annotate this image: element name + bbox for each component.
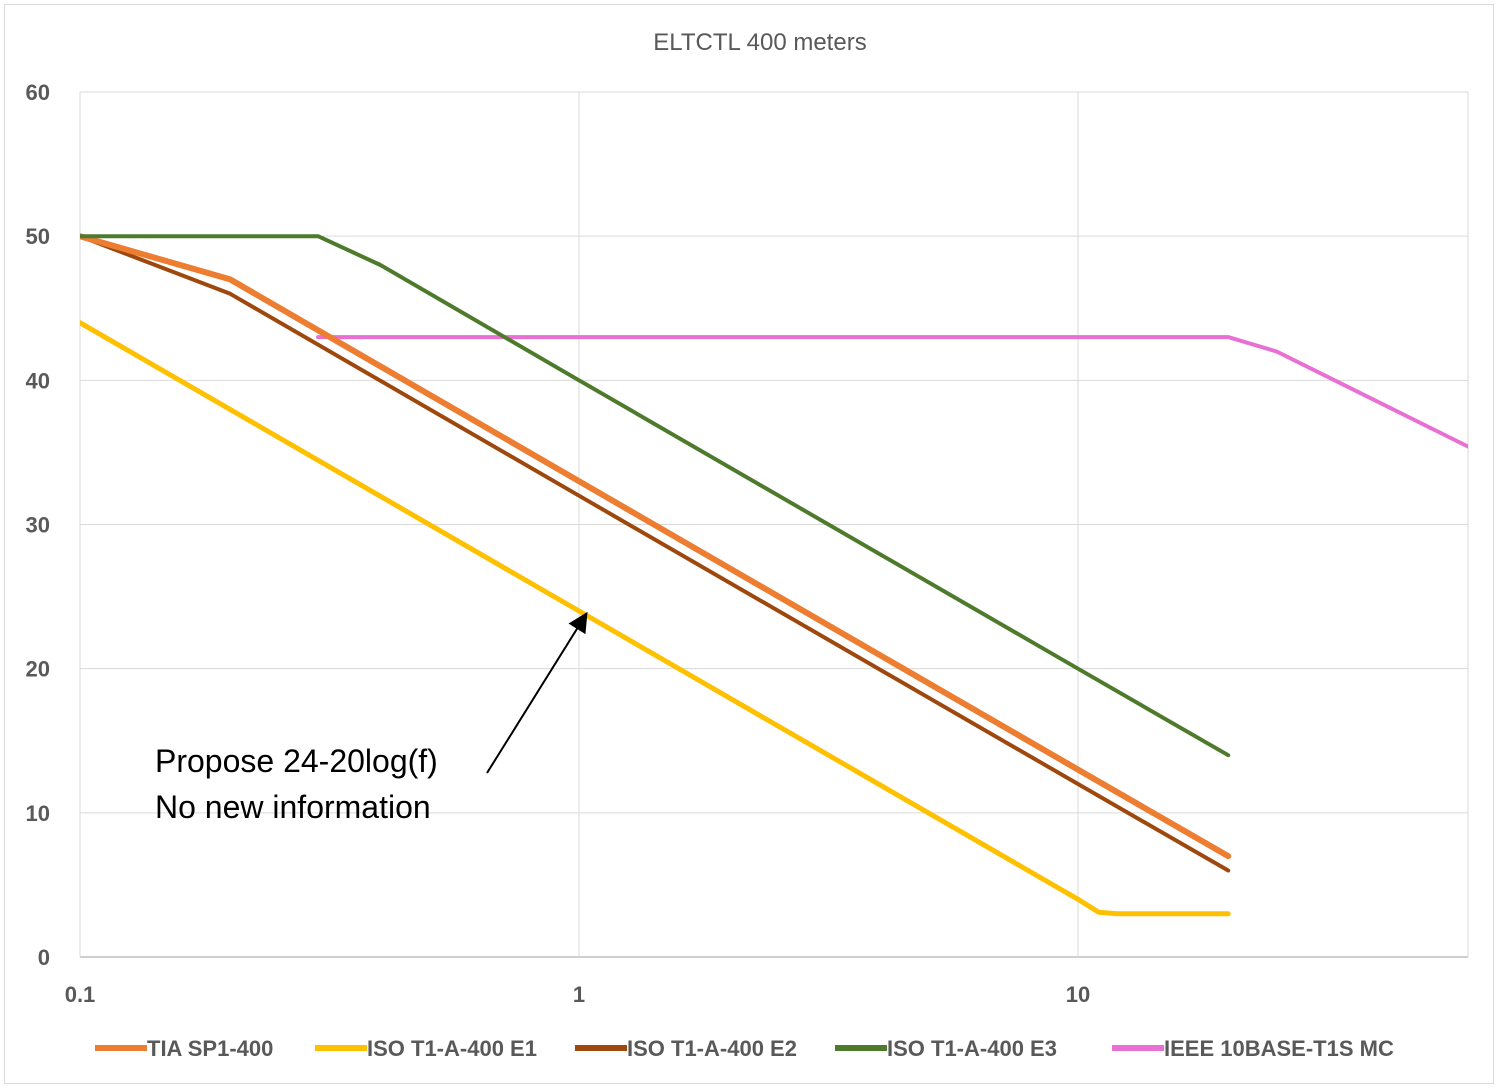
annotation-text: No new information — [155, 789, 431, 825]
legend-item[interactable]: TIA SP1-400 — [95, 1036, 273, 1061]
line-chart: ELTCTL 400 meters 0 10 20 30 40 50 60 0.1 1 10 P… — [26, 29, 1469, 1061]
x-tick-label: 1 — [573, 982, 585, 1007]
y-tick-label: 20 — [26, 657, 50, 682]
y-tick-label: 0 — [38, 945, 50, 970]
series-line-2 — [80, 234, 1231, 873]
x-tick-label: 10 — [1066, 982, 1090, 1007]
annotation: Propose 24-20log(f) No new information — [155, 611, 588, 825]
legend-item[interactable]: ISO T1-A-400 E2 — [575, 1036, 797, 1061]
legend-label: TIA SP1-400 — [147, 1036, 273, 1061]
gridlines — [79, 91, 1469, 958]
y-tick-label: 60 — [26, 80, 50, 105]
legend-label: ISO T1-A-400 E3 — [887, 1036, 1057, 1061]
x-axis-ticks: 0.1 1 10 — [65, 982, 1091, 1007]
y-axis-ticks: 0 10 20 30 40 50 60 — [26, 80, 50, 970]
annotation-text: Propose 24-20log(f) — [155, 743, 438, 779]
chart-frame: ELTCTL 400 meters 0 10 20 30 40 50 60 0.1 1 10 P… — [4, 4, 1494, 1084]
y-tick-label: 50 — [26, 224, 50, 249]
legend-item[interactable]: IEEE 10BASE-T1S MC — [1112, 1036, 1394, 1061]
chart-title: ELTCTL 400 meters — [653, 29, 866, 56]
legend[interactable]: TIA SP1-400 ISO T1-A-400 E1 ISO T1-A-400 E… — [95, 1036, 1394, 1061]
y-tick-label: 40 — [26, 368, 50, 393]
y-tick-label: 10 — [26, 801, 50, 826]
series-line-0 — [80, 233, 1232, 860]
series-lines — [80, 233, 1468, 917]
y-tick-label: 30 — [26, 513, 50, 538]
legend-label: IEEE 10BASE-T1S MC — [1164, 1036, 1394, 1061]
series-line-3 — [80, 234, 1231, 758]
legend-label: ISO T1-A-400 E2 — [627, 1036, 797, 1061]
x-tick-label: 0.1 — [65, 982, 96, 1007]
series-line-1 — [80, 320, 1231, 917]
legend-item[interactable]: ISO T1-A-400 E3 — [835, 1036, 1057, 1061]
legend-item[interactable]: ISO T1-A-400 E1 — [315, 1036, 537, 1061]
legend-label: ISO T1-A-400 E1 — [367, 1036, 537, 1061]
annotation-arrow — [486, 611, 588, 774]
series-line-4 — [316, 335, 1468, 449]
